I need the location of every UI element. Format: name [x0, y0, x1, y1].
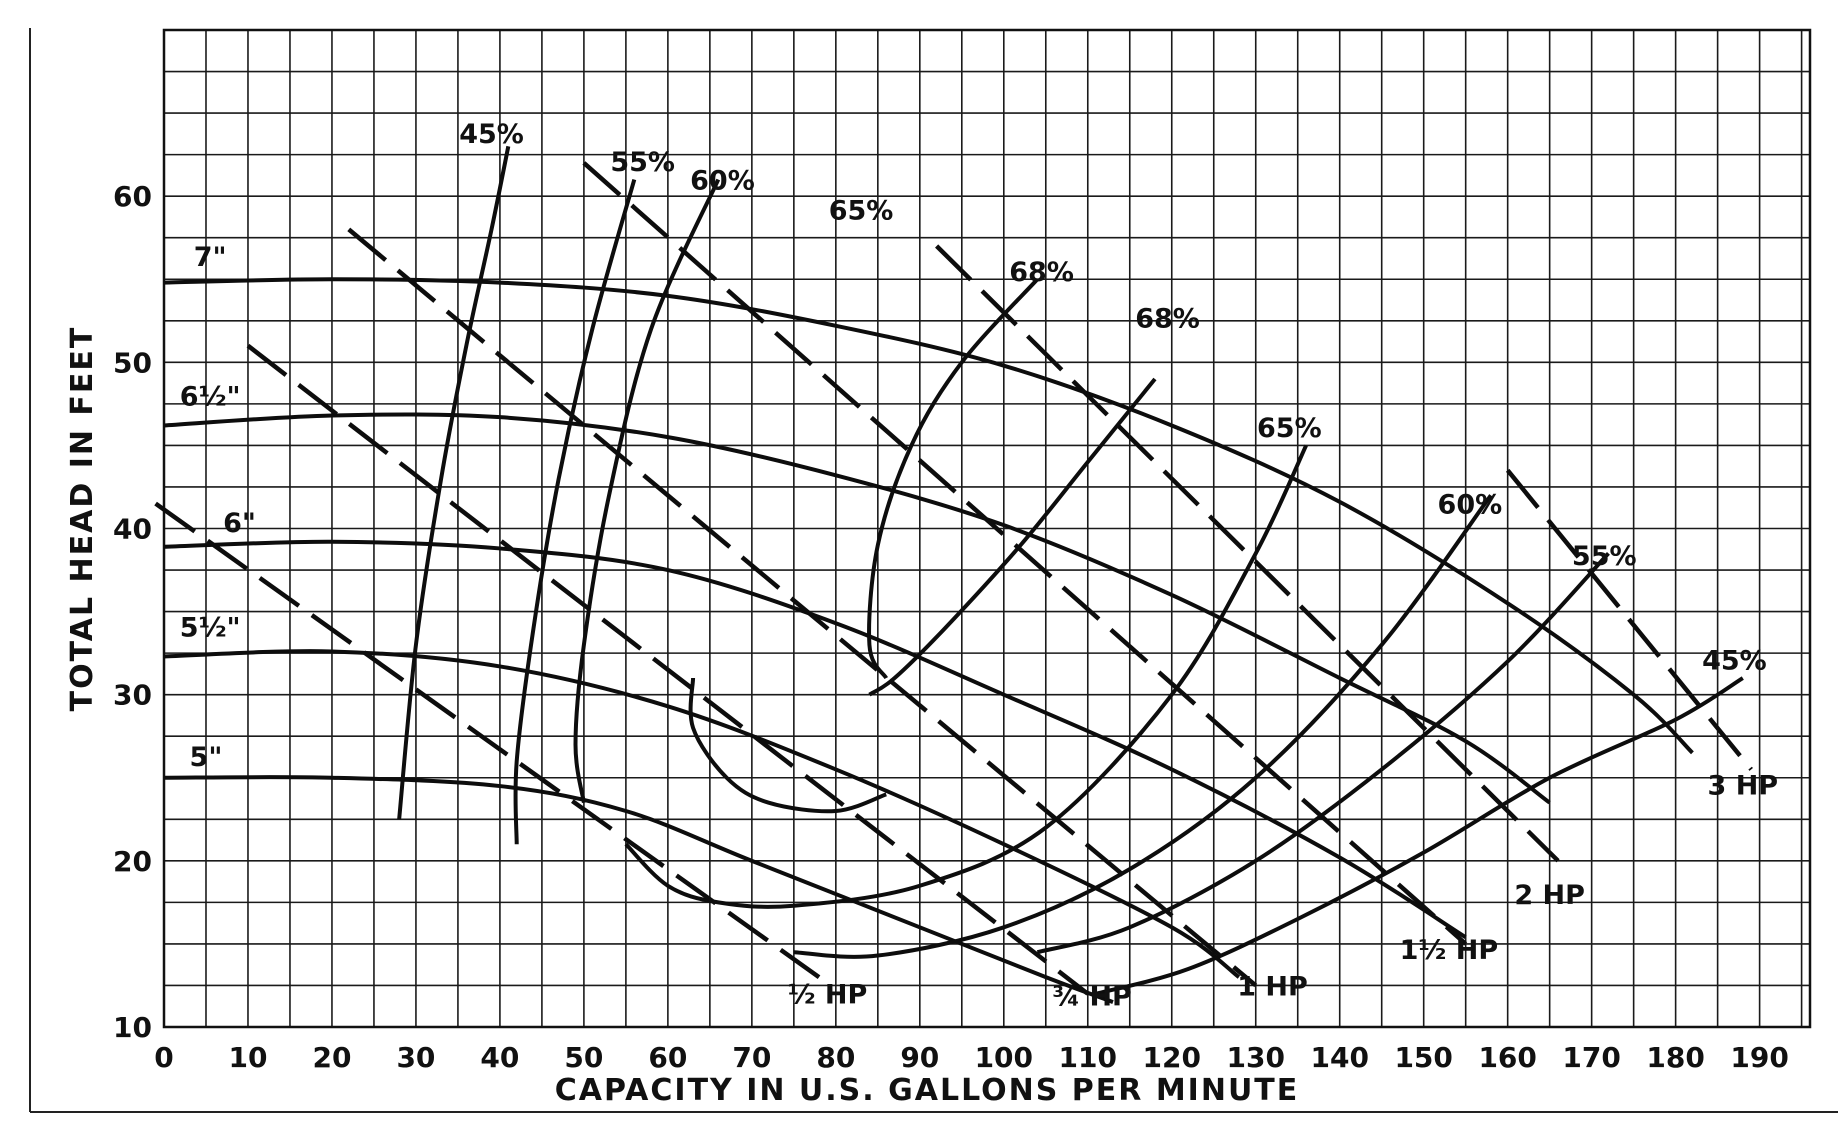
x-tick-label: 160 — [1478, 1041, 1536, 1074]
y-tick-label: 20 — [113, 845, 152, 878]
x-tick-label: 60 — [648, 1041, 687, 1074]
x-tick-label: 0 — [154, 1041, 173, 1074]
curve-annotation: 5½" — [180, 613, 241, 644]
curve-annotation: ½ HP — [788, 980, 868, 1011]
efficiency-curve — [513, 179, 637, 845]
x-tick-label: 170 — [1562, 1041, 1620, 1074]
x-tick-label: 50 — [564, 1041, 603, 1074]
curve-annotation: 68% — [1009, 257, 1074, 288]
curve-annotation: 55% — [1572, 541, 1637, 572]
curve-annotation: 68% — [1135, 303, 1200, 334]
x-tick-label: 10 — [228, 1041, 267, 1074]
impeller-curve — [163, 775, 1114, 1004]
x-tick-label: 70 — [732, 1041, 771, 1074]
x-tick-label: 120 — [1143, 1041, 1201, 1074]
y-tick-label: 30 — [113, 679, 152, 712]
curve-annotation: 7" — [194, 242, 227, 273]
curve-annotation: 1½ HP — [1400, 935, 1499, 966]
curve-annotation: 65% — [829, 195, 894, 226]
horsepower-line — [246, 343, 1090, 996]
curve-annotation: 3 HP — [1708, 770, 1779, 801]
horsepower-line — [1505, 468, 1753, 771]
curve-annotation: 60% — [1438, 490, 1503, 521]
efficiency-curve — [867, 277, 1039, 680]
horsepower-line — [935, 244, 1560, 863]
impeller-curve — [163, 649, 1241, 979]
y-axis-label: TOTAL HEAD IN FEET — [65, 326, 100, 712]
efficiency-curve — [1095, 676, 1744, 996]
curve-annotation: 45% — [459, 119, 524, 150]
y-tick-label: 50 — [113, 346, 152, 379]
curve-annotation: 5" — [190, 742, 223, 773]
efficiency-curve — [397, 145, 511, 820]
x-tick-label: 180 — [1646, 1041, 1704, 1074]
x-tick-label: 100 — [975, 1041, 1033, 1074]
horsepower-line — [347, 227, 1258, 988]
horsepower-line — [582, 161, 1468, 946]
x-tick-label: 40 — [480, 1041, 519, 1074]
x-tick-label: 140 — [1310, 1041, 1368, 1074]
x-tick-label: 20 — [312, 1041, 351, 1074]
plot-frame — [162, 28, 1812, 1029]
y-tick-label: 60 — [113, 180, 152, 213]
efficiency-curve — [688, 677, 887, 814]
curve-annotation: 6½" — [180, 382, 241, 413]
curve-annotation: 1 HP — [1237, 971, 1308, 1002]
x-tick-label: 130 — [1227, 1041, 1285, 1074]
x-tick-label: 90 — [900, 1041, 939, 1074]
efficiency-curve — [573, 178, 721, 804]
impeller-curve — [163, 277, 1694, 755]
curve-annotation: 6" — [223, 508, 256, 539]
x-axis-label: CAPACITY IN U.S. GALLONS PER MINUTE — [555, 1073, 1300, 1108]
curve-annotation: 45% — [1702, 646, 1767, 677]
x-tick-label: 150 — [1394, 1041, 1452, 1074]
y-tick-label: 10 — [113, 1011, 152, 1044]
x-tick-label: 190 — [1730, 1041, 1788, 1074]
impeller-curve — [163, 539, 1467, 939]
curve-annotation: 2 HP — [1514, 880, 1585, 911]
efficiency-curve — [793, 494, 1493, 959]
curve-annotation: 65% — [1257, 413, 1322, 444]
efficiency-curve — [624, 444, 1308, 909]
curve-annotation: 55% — [610, 147, 675, 178]
impeller-curve — [163, 412, 1551, 805]
horsepower-line — [154, 501, 821, 979]
y-tick-label: 40 — [113, 513, 152, 546]
curve-annotation: 60% — [690, 166, 755, 197]
x-tick-label: 110 — [1059, 1041, 1117, 1074]
x-tick-label: 80 — [816, 1041, 855, 1074]
x-tick-label: 30 — [396, 1041, 435, 1074]
curve-annotation: ¾ HP — [1052, 981, 1132, 1012]
efficiency-curve — [1036, 552, 1610, 955]
efficiency-curve — [868, 377, 1157, 697]
